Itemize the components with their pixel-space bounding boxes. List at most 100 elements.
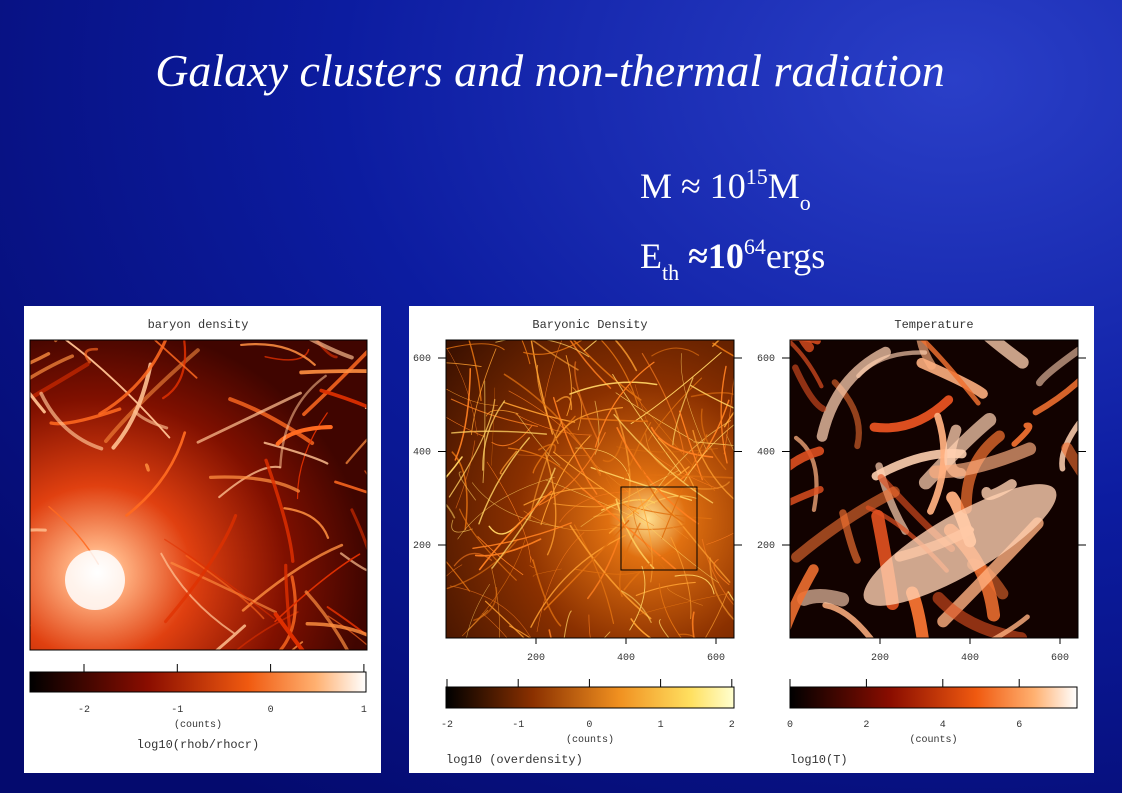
filament: [516, 412, 561, 466]
filament: [627, 507, 720, 584]
image-content: [446, 340, 734, 638]
filament: [622, 503, 712, 520]
filament: [111, 362, 153, 450]
filament: [700, 408, 727, 470]
x-tick-label: 400: [617, 653, 635, 664]
filament: [553, 502, 616, 508]
filament: [691, 611, 695, 638]
filament: [574, 361, 599, 442]
filament: [446, 346, 478, 436]
filament: [263, 441, 329, 465]
image-content: [790, 340, 1078, 638]
filament: [264, 458, 295, 563]
filament: [454, 367, 472, 461]
x-tick-label: 600: [707, 653, 725, 664]
hot-blob: [863, 484, 1057, 606]
filament: [615, 498, 655, 569]
filament: [679, 399, 730, 481]
filament: [723, 411, 734, 428]
filament: [672, 377, 694, 446]
image: [445, 339, 735, 639]
y-tick-label: 200: [757, 541, 775, 552]
subscript: th: [662, 260, 679, 285]
y-tick-label: 200: [413, 541, 431, 552]
filament: [164, 513, 238, 624]
filament: [84, 347, 99, 364]
filament: [790, 446, 825, 471]
filament: [797, 589, 850, 607]
filament: [49, 407, 122, 426]
filament: [503, 373, 601, 477]
filament: [683, 424, 734, 482]
filament: [299, 369, 367, 375]
filament: [196, 391, 302, 444]
filament: [690, 384, 734, 409]
filament: [792, 364, 827, 412]
filament: [327, 615, 367, 646]
colorbar-tick-label: -1: [512, 720, 524, 731]
filament: [532, 559, 562, 627]
filament: [302, 349, 367, 417]
filament: [1032, 377, 1078, 416]
filament: [1061, 442, 1078, 477]
filament: [798, 340, 815, 353]
filament: [790, 564, 819, 632]
filament: [485, 409, 519, 417]
colorbar-tick-label: 2: [729, 720, 735, 731]
image: [29, 339, 368, 651]
filament: [644, 474, 733, 479]
filament: [615, 392, 694, 441]
filament: [538, 432, 606, 506]
filament: [446, 362, 482, 368]
filament: [326, 606, 367, 637]
filament: [153, 340, 198, 379]
filament: [536, 532, 585, 632]
filament: [569, 381, 658, 395]
filament: [608, 466, 690, 534]
filament: [556, 396, 573, 411]
filament: [726, 434, 734, 453]
filament: [569, 524, 652, 620]
filament: [651, 347, 700, 357]
filament: [274, 553, 361, 623]
filament: [583, 340, 598, 352]
filament: [712, 342, 734, 357]
filament: [459, 508, 517, 581]
filament: [446, 416, 485, 438]
image-content: [30, 340, 367, 650]
simulation-images: [29, 339, 1079, 651]
filament: [555, 406, 624, 439]
colorbar-tick-label: 0: [586, 720, 592, 731]
filament: [816, 346, 891, 442]
filament: [706, 532, 734, 545]
filament: [929, 442, 1037, 479]
filament: [616, 446, 718, 453]
filament: [472, 522, 572, 549]
colorbar-tick-label: 0: [268, 705, 274, 716]
superscript: 64: [744, 234, 766, 259]
formula-part: ≈10: [679, 236, 744, 276]
filament: [563, 610, 572, 638]
filament: [451, 430, 548, 435]
filament: [540, 435, 591, 526]
colorbar-tick-label: 0: [787, 720, 793, 731]
image-frame: [789, 339, 1079, 639]
filament: [983, 340, 1029, 369]
filament: [590, 461, 689, 540]
filament: [446, 456, 463, 479]
filament: [839, 509, 861, 564]
filament: [350, 508, 367, 552]
filament: [499, 450, 518, 475]
filament: [304, 590, 350, 650]
filament: [572, 340, 642, 401]
filament: [661, 434, 708, 540]
filament: [670, 536, 692, 620]
formula-part: ergs: [766, 236, 825, 276]
filament: [693, 441, 734, 446]
x-tick-label: 600: [1051, 653, 1069, 664]
formula-energy: Eth ≈1064ergs: [640, 234, 825, 285]
filament: [580, 487, 677, 571]
filament: [125, 431, 187, 517]
filament: [990, 614, 1030, 638]
filament: [491, 467, 556, 569]
